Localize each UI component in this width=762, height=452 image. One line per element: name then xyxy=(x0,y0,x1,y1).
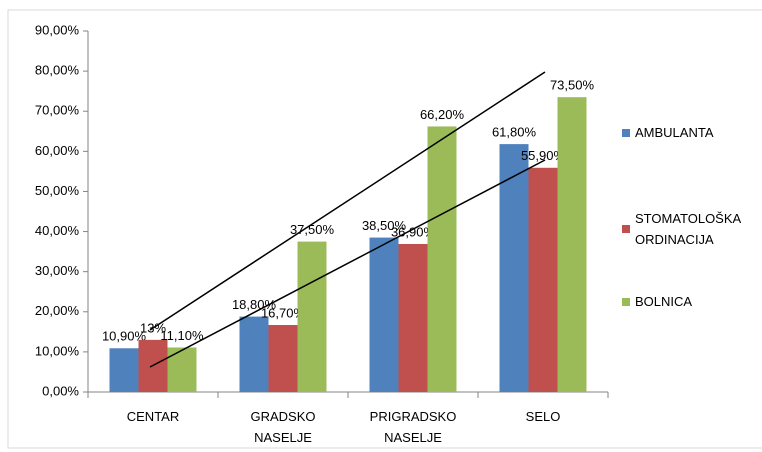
bar xyxy=(398,243,428,392)
chart-border xyxy=(7,9,762,449)
legend-label: AMBULANTA xyxy=(635,125,714,140)
value-label: 37,50% xyxy=(290,222,335,237)
bar xyxy=(557,97,587,392)
value-label: 55,90% xyxy=(521,148,566,163)
bar xyxy=(427,126,457,392)
y-tick-label: 70,00% xyxy=(35,103,80,118)
value-label: 11,10% xyxy=(160,328,204,343)
y-tick-label: 60,00% xyxy=(35,143,80,158)
legend-label: BOLNICA xyxy=(635,294,693,309)
bar xyxy=(239,316,269,392)
x-tick-label: GRADSKO NASELJE xyxy=(250,409,316,445)
x-tick-label: CENTAR xyxy=(126,409,180,424)
value-label: 66,20% xyxy=(420,107,465,122)
bar xyxy=(499,144,529,392)
legend-swatch xyxy=(622,298,630,306)
x-tick-label: PRIGRADSKO NASELJE xyxy=(369,409,457,445)
y-tick-label: 80,00% xyxy=(35,63,80,78)
legend-swatch xyxy=(622,129,630,137)
bar xyxy=(297,241,327,392)
bar xyxy=(109,348,139,392)
value-label: 38,50% xyxy=(362,218,407,233)
trend-line xyxy=(149,71,546,331)
y-tick-label: 30,00% xyxy=(35,263,80,278)
value-label: 10,90% xyxy=(102,329,147,344)
bar xyxy=(268,325,298,392)
value-label: 18,80% xyxy=(232,297,277,312)
y-tick-label: 0,00% xyxy=(42,383,79,398)
x-tick-label: SELO xyxy=(525,409,561,424)
y-tick-label: 90,00% xyxy=(35,22,80,37)
value-label: 73,50% xyxy=(550,78,595,93)
bar xyxy=(528,167,558,392)
trend-line xyxy=(149,159,546,368)
y-tick-label: 50,00% xyxy=(35,183,80,198)
bar xyxy=(369,237,399,392)
bar xyxy=(167,347,197,392)
legend-label: STOMATOLOŠKA ORDINACIJA xyxy=(635,211,741,247)
value-label: 61,80% xyxy=(492,125,537,140)
y-tick-label: 40,00% xyxy=(35,223,80,238)
y-tick-label: 10,00% xyxy=(35,343,80,358)
y-tick-label: 20,00% xyxy=(35,303,80,318)
legend-swatch xyxy=(622,225,630,233)
value-label: 16,70% xyxy=(261,305,306,320)
